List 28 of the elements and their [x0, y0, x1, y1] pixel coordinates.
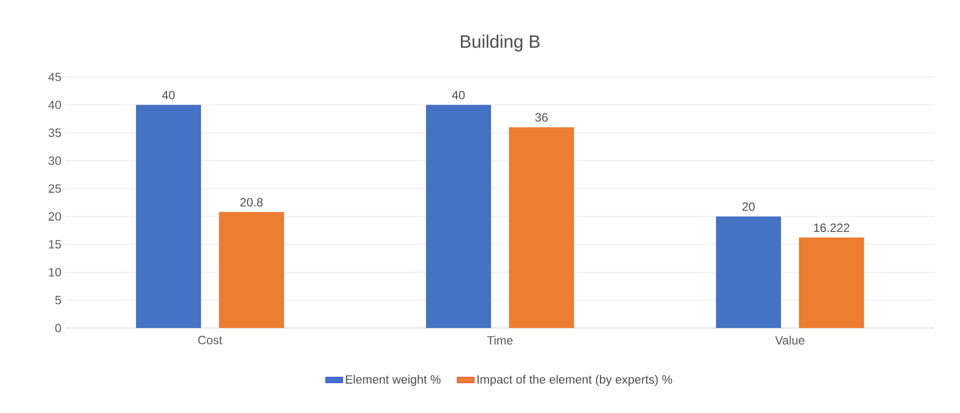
data-label: 36: [535, 113, 548, 122]
bar: [799, 238, 864, 328]
data-label: 20.8: [240, 198, 263, 206]
y-tick-label: 15: [49, 240, 61, 249]
data-label: 20: [742, 202, 755, 211]
y-tick-label: 0: [55, 324, 62, 332]
y-tick-label: 10: [49, 268, 62, 276]
x-tick-label: Time: [487, 336, 513, 345]
bar: [426, 104, 492, 328]
y-tick-label: 45: [48, 72, 61, 82]
y-tick-label: 5: [55, 296, 61, 304]
data-label: 40: [452, 90, 465, 100]
bar: [716, 216, 782, 328]
legend-label: Impact of the element (by experts) %: [478, 374, 672, 386]
chart-title: Building B: [460, 34, 540, 52]
x-tick-label: Value: [775, 336, 804, 345]
legend-label: Element weight %: [346, 374, 441, 386]
data-label: 40: [162, 90, 175, 100]
y-tick-label: 40: [48, 100, 62, 110]
bar: [219, 212, 284, 328]
x-tick-label: Cost: [198, 336, 222, 344]
y-tick-label: 35: [48, 128, 61, 138]
y-tick-label: 30: [48, 156, 62, 165]
y-tick-label: 25: [48, 184, 61, 193]
bar: [136, 104, 202, 328]
data-label: 16.222: [814, 223, 850, 232]
y-tick-label: 20: [48, 212, 62, 221]
bar: [509, 127, 574, 328]
